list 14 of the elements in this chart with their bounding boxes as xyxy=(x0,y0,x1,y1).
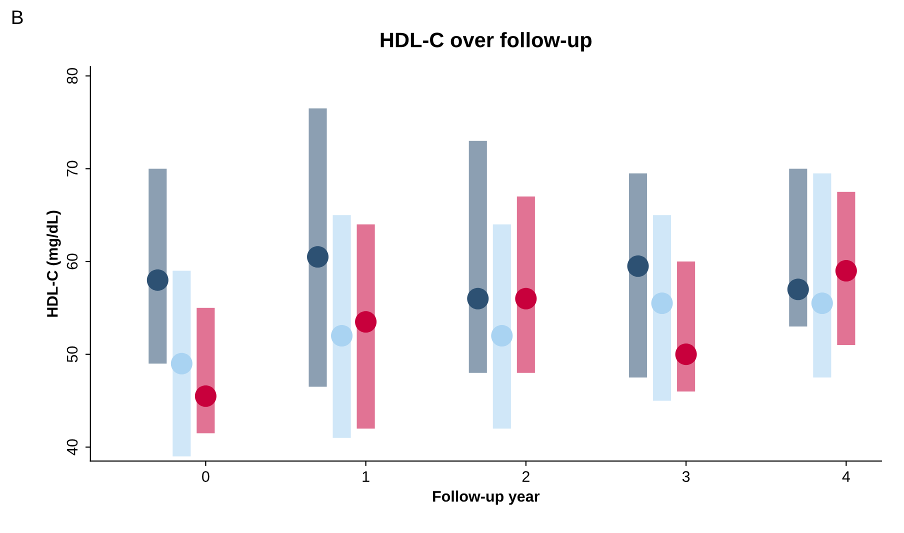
y-tick-label: 70 xyxy=(66,160,78,176)
chart-title: HDL-C over follow-up xyxy=(380,32,592,52)
x-tick-label: 0 xyxy=(202,471,210,482)
text: B xyxy=(12,10,23,24)
y-tick-label: 80 xyxy=(66,68,78,84)
x-tick-label: 4 xyxy=(842,471,850,482)
x-tick-label: 3 xyxy=(682,471,690,482)
y-tick-label: 60 xyxy=(66,254,78,270)
x-axis-title: Follow-up year xyxy=(433,490,540,505)
x-tick-label: 2 xyxy=(522,471,530,482)
x-tick-label: 1 xyxy=(362,471,370,482)
y-tick-label: 40 xyxy=(66,439,78,456)
y-axis-title: HDL-C (mg/dL) xyxy=(46,210,61,317)
y-tick-label: 50 xyxy=(66,346,78,362)
